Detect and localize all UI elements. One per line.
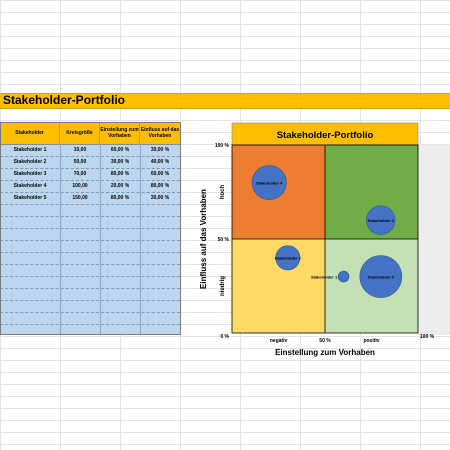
table-cell-einstellung[interactable]: 80,00 % [110,171,130,177]
y-tick-label: 100 % [215,143,230,149]
table-cell-einfluss[interactable]: 40,00 % [150,159,170,165]
y-axis-title: Einfluss auf das Vorhaben [199,189,208,289]
table-cell-name[interactable]: Stakeholder 1 [13,147,47,153]
table-cell-einfluss[interactable]: 80,00 % [150,183,170,189]
y-category-label-low: niedrig [220,276,226,296]
table-row-line [0,204,180,205]
table-cell-name[interactable]: Stakeholder 5 [13,195,47,201]
bubble-label: Stakeholder 5 [368,274,395,279]
x-category-label-low: negativ [270,338,288,344]
table-cell-size[interactable]: 10,00 [73,147,87,153]
y-category-label-high: hoch [220,185,226,200]
table-cell-name[interactable]: Stakeholder 3 [13,171,47,177]
bubble-1[interactable] [337,270,350,283]
table-column-line [60,144,61,334]
x-category-label-high: positiv [363,338,379,344]
table-row-line [0,264,180,265]
table-cell-einstellung[interactable]: 30,00 % [110,159,130,165]
table-cell-einfluss[interactable]: 30,00 % [150,195,170,201]
table-cell-size[interactable]: 50,00 [73,159,87,165]
y-tick-label: 50 % [218,237,230,243]
table-cell-einstellung[interactable]: 20,00 % [110,183,130,189]
table-cell-name[interactable]: Stakeholder 4 [13,183,47,189]
bubble-label: Stakeholder 3 [368,218,395,223]
bubble-4[interactable] [251,165,287,201]
table-row-line [0,288,180,289]
table-column-line [100,144,101,334]
table-row-line [0,300,180,301]
header-stakeholder[interactable]: Stakeholder [0,122,60,144]
table-row-line [0,324,180,325]
table-row-line [0,228,180,229]
bubble-label: Stakeholder 4 [256,180,283,185]
bubble-5[interactable] [359,255,403,298]
table-row-line [0,180,180,181]
x-axis-title: Einstellung zum Vorhaben [275,348,375,357]
table-cell-size[interactable]: 70,00 [73,171,87,177]
table-cell-size[interactable]: 150,00 [72,195,88,201]
table-row-line [0,168,180,169]
table-cell-size[interactable]: 100,00 [72,183,88,189]
bubble-2[interactable] [275,245,301,271]
bubble-label: Stakeholder 1 [311,274,338,279]
y-tick-label: 0 % [220,334,229,340]
x-tick-label: 100 % [420,334,435,340]
table-row-line [0,216,180,217]
table-cell-einstellung[interactable]: 80,00 % [110,195,130,201]
table-row-line [0,240,180,241]
table-row-line [0,276,180,277]
table-row-line [0,192,180,193]
table-cell-einfluss[interactable]: 30,00 % [150,147,170,153]
table-row-line [0,156,180,157]
sheet-title-band: Stakeholder-Portfolio [0,93,450,109]
chart-title: Stakeholder-Portfolio [277,130,374,141]
header-kreisgroesse[interactable]: Kreisgröße [60,122,100,144]
table-row-line [0,312,180,313]
sheet-gray-strip [418,145,450,335]
sheet-title: Stakeholder-Portfolio [3,93,126,107]
bubble-3[interactable] [366,205,396,235]
x-tick-label: 50 % [319,338,331,344]
header-einstellung[interactable]: Einstellung zum Vorhaben [100,122,140,144]
table-row-line [0,252,180,253]
bubble-label: Stakeholder 2 [275,256,302,261]
table-cell-name[interactable]: Stakeholder 2 [13,159,47,165]
table-cell-einstellung[interactable]: 60,00 % [110,147,130,153]
stakeholder-table: Stakeholder Kreisgröße Einstellung zum V… [0,122,180,334]
header-einfluss[interactable]: Einfluss auf das Vorhaben [140,127,180,139]
table-column-line [140,144,141,334]
table-cell-einfluss[interactable]: 60,00 % [150,171,170,177]
table-header: Stakeholder Kreisgröße Einstellung zum V… [0,122,180,145]
